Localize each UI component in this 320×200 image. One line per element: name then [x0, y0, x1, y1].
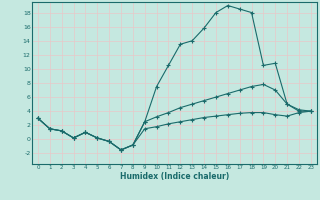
X-axis label: Humidex (Indice chaleur): Humidex (Indice chaleur): [120, 172, 229, 181]
